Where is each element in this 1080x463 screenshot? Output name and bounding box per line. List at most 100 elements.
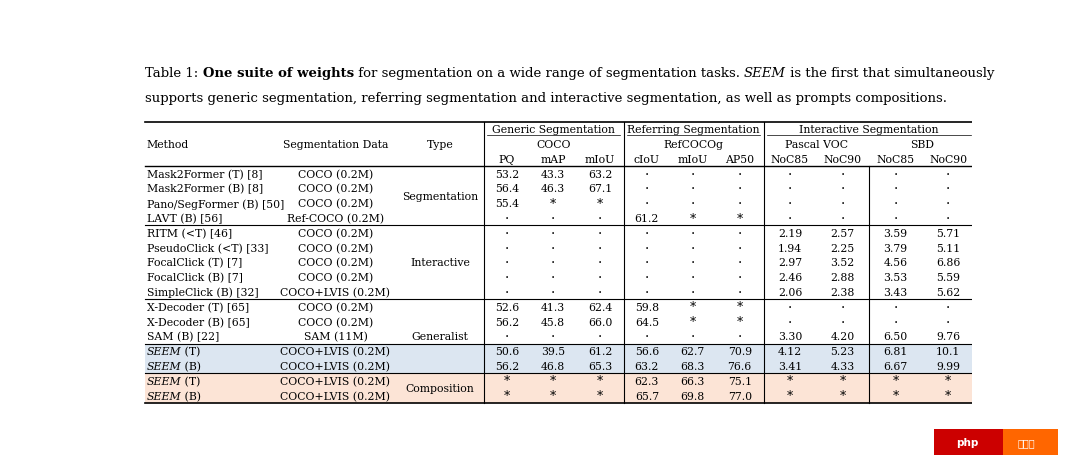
Text: ·: · [551,330,555,344]
Text: ·: · [645,256,649,270]
Text: ·: · [551,271,555,285]
Text: 3.41: 3.41 [778,361,802,371]
Text: SEEM: SEEM [744,67,786,80]
Text: 62.7: 62.7 [680,346,705,357]
Text: ·: · [505,212,509,225]
Text: 55.4: 55.4 [495,199,519,209]
Text: ·: · [598,285,602,300]
Text: 46.8: 46.8 [541,361,565,371]
Text: ·: · [840,315,845,329]
Text: PQ: PQ [499,155,515,164]
Text: 5.59: 5.59 [936,273,960,282]
Text: COCO (0.2M): COCO (0.2M) [298,243,373,253]
Text: 75.1: 75.1 [728,376,752,386]
Text: 65.3: 65.3 [588,361,612,371]
Text: NoC90: NoC90 [824,155,862,164]
Text: ·: · [645,167,649,181]
Text: ·: · [645,285,649,300]
Text: SimpleClick (B) [32]: SimpleClick (B) [32] [147,287,258,298]
Text: mIoU: mIoU [585,155,616,164]
Text: 2.97: 2.97 [778,258,802,268]
Text: ·: · [691,285,696,300]
Text: ·: · [691,271,696,285]
Text: 76.6: 76.6 [728,361,752,371]
Text: ·: · [893,167,897,181]
Text: ·: · [738,197,742,211]
Text: ·: · [738,182,742,196]
Text: ·: · [505,271,509,285]
Text: *: * [737,315,743,328]
Text: 77.0: 77.0 [728,391,752,401]
Text: Generalist: Generalist [411,332,469,342]
Text: AP50: AP50 [725,155,754,164]
Text: *: * [737,212,743,225]
Text: 9.76: 9.76 [936,332,960,342]
Text: Referring Segmentation: Referring Segmentation [627,125,760,135]
Bar [145,388,974,403]
Text: 66.3: 66.3 [680,376,705,386]
Text: COCO: COCO [537,140,571,150]
Text: 10.1: 10.1 [936,346,960,357]
Text: 63.2: 63.2 [635,361,659,371]
Text: COCO+LVIS (0.2M): COCO+LVIS (0.2M) [281,361,391,371]
Text: 5.11: 5.11 [936,243,960,253]
Text: ·: · [787,315,792,329]
Bar [145,359,974,374]
Text: *: * [550,197,556,210]
Text: *: * [892,389,899,402]
Text: SEEM: SEEM [147,376,181,386]
Text: ·: · [505,256,509,270]
Text: *: * [597,197,603,210]
Text: 67.1: 67.1 [588,184,612,194]
Text: COCO (0.2M): COCO (0.2M) [298,273,373,283]
Text: PseudoClick (<T) [33]: PseudoClick (<T) [33] [147,243,268,253]
Bar [934,429,1002,455]
Text: 6.81: 6.81 [883,346,907,357]
Text: 2.06: 2.06 [778,288,802,297]
Text: ·: · [946,315,950,329]
Text: COCO (0.2M): COCO (0.2M) [298,199,373,209]
Text: 5.62: 5.62 [936,288,960,297]
Text: ·: · [946,212,950,225]
Text: RefCOCOg: RefCOCOg [664,140,724,150]
Text: ·: · [946,167,950,181]
Text: ·: · [598,241,602,255]
Text: ·: · [738,226,742,240]
Text: 3.52: 3.52 [831,258,854,268]
Text: 4.12: 4.12 [778,346,802,357]
Text: (B): (B) [181,361,201,371]
Text: cIoU: cIoU [634,155,660,164]
Bar [1002,429,1058,455]
Text: Segmentation: Segmentation [402,191,478,201]
Text: Composition: Composition [406,383,474,394]
Text: Ref-COCO (0.2M): Ref-COCO (0.2M) [287,213,384,224]
Text: Interactive: Interactive [410,258,470,268]
Text: *: * [839,389,846,402]
Text: is the first that simultaneously: is the first that simultaneously [786,67,995,80]
Text: SEEM: SEEM [147,361,181,371]
Text: 2.46: 2.46 [778,273,802,282]
Text: ·: · [946,182,950,196]
Text: 4.20: 4.20 [831,332,854,342]
Text: ·: · [505,285,509,300]
Text: ·: · [738,271,742,285]
Text: ·: · [598,271,602,285]
Text: ·: · [840,212,845,225]
Text: ·: · [893,300,897,314]
Text: *: * [892,375,899,388]
Text: Pano/SegFormer (B) [50]: Pano/SegFormer (B) [50] [147,199,284,209]
Text: ·: · [691,241,696,255]
Text: 63.2: 63.2 [588,169,612,179]
Text: *: * [945,375,951,388]
Text: ·: · [691,256,696,270]
Text: 6.67: 6.67 [883,361,907,371]
Text: 62.4: 62.4 [588,302,612,312]
Text: *: * [597,389,603,402]
Text: Generic Segmentation: Generic Segmentation [492,125,616,135]
Text: SEEM: SEEM [147,391,181,401]
Text: ·: · [505,241,509,255]
Text: *: * [737,300,743,313]
Text: ·: · [645,271,649,285]
Text: ·: · [738,241,742,255]
Text: NoC90: NoC90 [929,155,968,164]
